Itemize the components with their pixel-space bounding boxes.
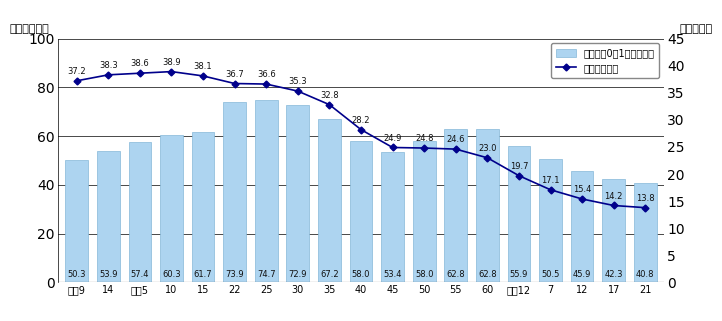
Text: 35.3: 35.3	[289, 77, 307, 86]
Text: 14.2: 14.2	[604, 192, 623, 201]
Text: 45.9: 45.9	[573, 270, 591, 279]
Text: 17.1: 17.1	[542, 176, 560, 185]
Text: 62.8: 62.8	[446, 270, 465, 279]
Text: 36.7: 36.7	[225, 70, 244, 79]
Bar	[570, 170, 593, 282]
Text: 50.3: 50.3	[67, 270, 86, 279]
Text: 38.1: 38.1	[193, 62, 212, 71]
Text: 73.9: 73.9	[225, 270, 244, 279]
Text: 24.8: 24.8	[415, 134, 433, 143]
Text: 36.6: 36.6	[257, 70, 276, 79]
Bar	[318, 118, 341, 282]
Text: 67.2: 67.2	[320, 270, 339, 279]
Text: 23.0: 23.0	[478, 144, 497, 153]
Text: 38.3: 38.3	[99, 61, 118, 70]
Text: 72.9: 72.9	[289, 270, 307, 279]
Text: 24.9: 24.9	[383, 134, 401, 143]
Bar	[413, 141, 435, 282]
Bar	[602, 179, 625, 282]
Text: 61.7: 61.7	[193, 270, 212, 279]
Bar	[381, 152, 404, 282]
Text: 57.4: 57.4	[131, 270, 149, 279]
Bar	[444, 129, 467, 282]
Legend: こども（0～1歳）の人口, こどもの割合: こども（0～1歳）の人口, こどもの割合	[552, 43, 659, 78]
Text: 53.9: 53.9	[99, 270, 118, 279]
Bar	[287, 105, 309, 282]
Text: 74.7: 74.7	[257, 270, 276, 279]
Text: 58.0: 58.0	[352, 270, 370, 279]
Text: 38.6: 38.6	[131, 59, 149, 68]
Bar	[223, 102, 246, 282]
Text: 53.4: 53.4	[383, 270, 402, 279]
Text: 62.8: 62.8	[478, 270, 497, 279]
Bar	[349, 141, 373, 282]
Bar	[129, 143, 152, 282]
Text: 55.9: 55.9	[510, 270, 528, 279]
Bar	[97, 151, 120, 282]
Bar	[539, 159, 562, 282]
Text: 32.8: 32.8	[320, 91, 339, 100]
Text: 割合（％）: 割合（％）	[679, 24, 713, 34]
Text: 42.3: 42.3	[604, 270, 623, 279]
Text: 40.8: 40.8	[636, 270, 655, 279]
Text: 38.9: 38.9	[162, 58, 180, 67]
Text: 58.0: 58.0	[415, 270, 433, 279]
Text: 人口（万人）: 人口（万人）	[9, 24, 49, 34]
Text: 50.5: 50.5	[542, 270, 560, 279]
Text: 19.7: 19.7	[510, 162, 529, 171]
Text: 28.2: 28.2	[352, 116, 370, 125]
Text: 60.3: 60.3	[162, 270, 180, 279]
Bar	[508, 146, 530, 282]
Text: 24.6: 24.6	[446, 135, 465, 144]
Text: 15.4: 15.4	[573, 185, 591, 194]
Text: 13.8: 13.8	[636, 194, 655, 203]
Text: 37.2: 37.2	[67, 67, 86, 76]
Bar	[65, 160, 88, 282]
Bar	[476, 129, 499, 282]
Bar	[191, 132, 214, 282]
Bar	[255, 100, 277, 282]
Bar	[634, 183, 656, 282]
Bar	[160, 135, 183, 282]
